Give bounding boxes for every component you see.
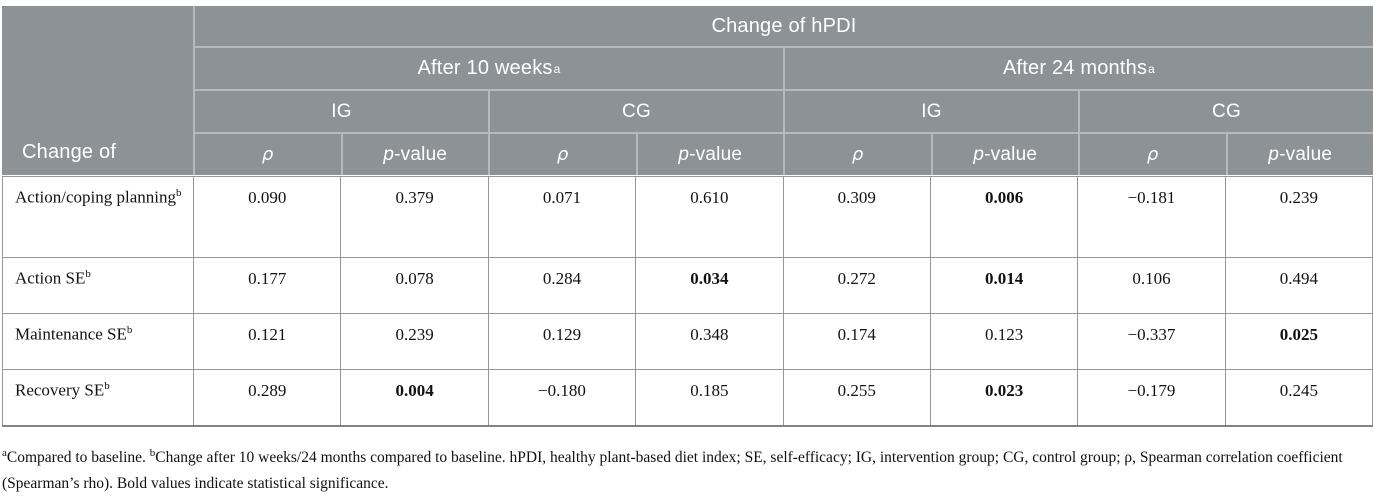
value-cell: −0.337 <box>1077 313 1226 370</box>
p-label: p <box>383 143 395 165</box>
row-header-label: Change of <box>22 141 117 163</box>
p-label-rest: -value <box>394 143 448 165</box>
group-label: IG <box>921 100 942 122</box>
col-header-rho: ρ <box>490 134 636 175</box>
row-header-cell: Change of <box>2 6 193 175</box>
value-cell: 0.006 <box>929 176 1079 258</box>
value-cell: 0.309 <box>782 176 931 258</box>
value-cell: −0.180 <box>487 369 637 427</box>
table-title: Change of hPDI <box>711 14 857 37</box>
row-label-superscript: b <box>176 187 182 199</box>
timepoint-label: After 10 weeks <box>417 57 553 79</box>
col-header-rho: ρ <box>785 134 931 175</box>
group-cg-10w-cell: CG <box>490 91 783 132</box>
col-header-rho: ρ <box>1080 134 1226 175</box>
row-label: Recovery SEb <box>2 369 194 427</box>
timepoint-label: After 24 months <box>1002 57 1148 79</box>
value-cell: 0.174 <box>782 313 931 370</box>
table-title-cell: Change of hPDI <box>195 6 1373 46</box>
group-ig-24m-cell: IG <box>785 91 1078 132</box>
value-cell: 0.289 <box>192 369 342 427</box>
table-row: Recovery SEb 0.289 0.004 −0.180 0.185 0.255 0.… <box>2 369 1374 427</box>
footnote: aCompared to baseline. bChange after 10 … <box>2 440 1371 497</box>
value-cell: 0.255 <box>782 369 931 427</box>
value-cell: 0.239 <box>1224 176 1374 258</box>
row-label: Maintenance SEb <box>2 313 194 370</box>
value-cell: 0.284 <box>487 257 637 314</box>
rho-label: ρ <box>261 144 274 165</box>
value-cell: 0.239 <box>340 313 489 370</box>
value-cell: −0.181 <box>1077 176 1226 258</box>
value-cell: 0.177 <box>192 257 342 314</box>
value-cell: 0.106 <box>1077 257 1226 314</box>
p-label: p <box>1268 143 1280 165</box>
correlation-table-figure: Change of Change of hPDI After 10 weeks a… <box>2 6 1374 497</box>
group-ig-10w-cell: IG <box>195 91 488 132</box>
table-row: Action/coping planningb 0.090 0.379 0.071 0.… <box>2 176 1374 258</box>
value-cell: 0.272 <box>782 257 931 314</box>
p-label-rest: -value <box>1279 143 1333 165</box>
p-label: p <box>678 143 690 165</box>
table-header: Change of Change of hPDI After 10 weeks a… <box>2 6 1373 175</box>
table-row: Action SEb 0.177 0.078 0.284 0.034 0.272 0.014… <box>2 257 1374 314</box>
value-cell: 0.034 <box>635 257 784 314</box>
rho-label: ρ <box>1146 144 1159 165</box>
value-cell: 0.014 <box>929 257 1079 314</box>
value-cell: 0.379 <box>340 176 489 258</box>
col-header-pvalue: p -value <box>1227 134 1373 175</box>
data-table: Action/coping planningb 0.090 0.379 0.071 0.… <box>2 176 1374 427</box>
value-cell: 0.004 <box>340 369 489 427</box>
col-header-rho: ρ <box>195 134 341 175</box>
footnote-text-a: Compared to baseline. <box>6 449 150 467</box>
table-row: Maintenance SEb 0.121 0.239 0.129 0.348 0.174… <box>2 313 1374 370</box>
group-cg-24m-cell: CG <box>1080 91 1373 132</box>
row-label: Action/coping planningb <box>2 176 194 258</box>
timepoint-24-months-cell: After 24 months a <box>785 48 1373 89</box>
p-label-rest: -value <box>689 143 743 165</box>
row-label-superscript: b <box>104 380 110 392</box>
value-cell: 0.610 <box>635 176 784 258</box>
value-cell: 0.494 <box>1224 257 1374 314</box>
row-label-superscript: b <box>85 268 91 280</box>
col-header-pvalue: p -value <box>637 134 783 175</box>
timepoint-10-weeks-cell: After 10 weeks a <box>195 48 783 89</box>
value-cell: −0.179 <box>1077 369 1226 427</box>
group-label: CG <box>622 100 651 122</box>
value-cell: 0.025 <box>1224 313 1374 370</box>
value-cell: 0.129 <box>487 313 637 370</box>
p-label-rest: -value <box>984 143 1038 165</box>
value-cell: 0.090 <box>192 176 342 258</box>
value-cell: 0.245 <box>1224 369 1374 427</box>
group-label: IG <box>331 100 352 122</box>
value-cell: 0.071 <box>487 176 637 258</box>
rho-label: ρ <box>851 144 864 165</box>
footnote-text-b: Change after 10 weeks/24 months compared… <box>2 449 1343 493</box>
rho-label: ρ <box>556 144 569 165</box>
value-cell: 0.348 <box>635 313 784 370</box>
value-cell: 0.123 <box>929 313 1079 370</box>
value-cell: 0.185 <box>635 369 784 427</box>
table-body: Action/coping planningb 0.090 0.379 0.071 0.… <box>2 176 1374 427</box>
value-cell: 0.023 <box>929 369 1079 427</box>
row-label: Action SEb <box>2 257 194 314</box>
row-label-superscript: b <box>126 324 133 336</box>
col-header-pvalue: p -value <box>932 134 1078 175</box>
value-cell: 0.078 <box>340 257 489 314</box>
col-header-pvalue: p -value <box>342 134 488 175</box>
p-label: p <box>973 143 985 165</box>
group-label: CG <box>1212 100 1241 122</box>
value-cell: 0.121 <box>192 313 342 370</box>
